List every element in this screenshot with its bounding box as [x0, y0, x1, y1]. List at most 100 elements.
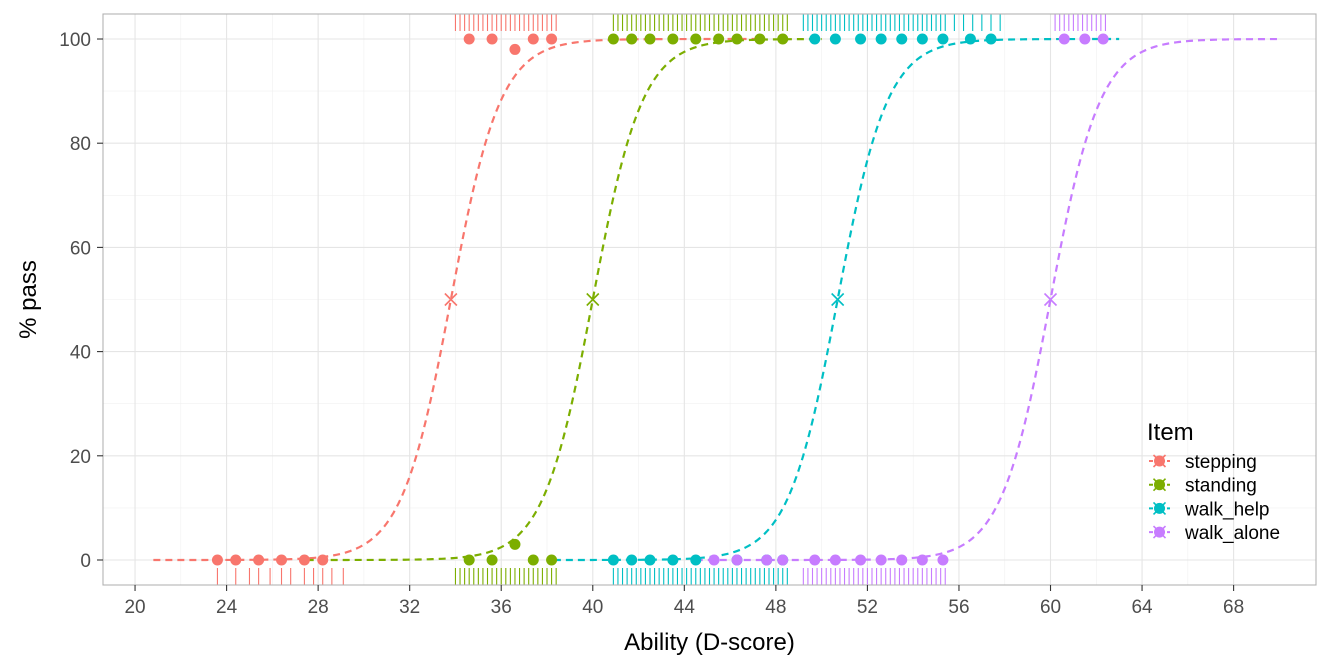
midpoint-stroke: [444, 292, 458, 307]
legend-key-cross: [1152, 454, 1167, 468]
data-point: [777, 554, 789, 566]
data-points: [211, 33, 1109, 566]
data-point: [607, 33, 619, 45]
data-point: [829, 33, 841, 45]
data-point: [855, 554, 867, 566]
y-axis-title: % pass: [15, 260, 42, 339]
data-point: [667, 33, 679, 45]
y-tick-label: 0: [80, 551, 91, 572]
legend-label: stepping: [1185, 452, 1257, 473]
data-point: [916, 554, 928, 566]
data-point: [713, 33, 725, 45]
data-point: [985, 33, 997, 45]
x-axis: 20 24 28 32 36 40 44 48 52 56 60 64 68: [124, 585, 1244, 618]
fitted-curve: [553, 37, 1120, 562]
y-axis: 0 20 40 60 80 100: [59, 30, 103, 572]
x-tick-label: 68: [1223, 597, 1244, 618]
data-point: [486, 33, 498, 45]
data-point: [708, 554, 720, 566]
x-tick-label: 64: [1131, 597, 1153, 618]
data-point: [486, 554, 498, 566]
legend-key-cross: [1152, 501, 1167, 515]
x-axis-title: Ability (D-score): [624, 629, 795, 656]
legend-label: walk_help: [1184, 499, 1270, 520]
data-point: [855, 33, 867, 45]
y-tick-label: 100: [59, 30, 91, 51]
data-point: [896, 33, 908, 45]
data-point: [809, 554, 821, 566]
data-point: [731, 554, 743, 566]
x-tick-label: 52: [857, 597, 878, 618]
midpoint-markers: [444, 292, 1058, 307]
data-point: [626, 554, 638, 566]
data-point: [463, 554, 475, 566]
data-point: [937, 554, 949, 566]
legend-title: Item: [1147, 419, 1194, 446]
data-point: [317, 554, 329, 566]
midpoint-marker: [831, 292, 845, 307]
data-point: [626, 33, 638, 45]
minor-gridlines: [103, 14, 1316, 585]
data-point: [1058, 33, 1070, 45]
data-point: [276, 554, 288, 566]
data-point: [761, 554, 773, 566]
data-point: [875, 554, 887, 566]
data-point: [607, 554, 619, 566]
data-point: [829, 554, 841, 566]
data-point: [253, 554, 265, 566]
data-point: [527, 33, 539, 45]
data-point: [644, 554, 656, 566]
x-tick-label: 56: [948, 597, 969, 618]
legend-label: standing: [1185, 476, 1257, 497]
data-point: [690, 33, 702, 45]
data-point: [754, 33, 766, 45]
legend-item: stepping: [1149, 452, 1257, 473]
legend-key-cross: [1152, 525, 1167, 539]
y-tick-label: 60: [70, 238, 91, 259]
midpoint-stroke: [831, 292, 845, 307]
data-point: [509, 43, 521, 55]
midpoint-marker: [1043, 292, 1058, 307]
data-point: [809, 33, 821, 45]
x-tick-label: 44: [674, 597, 696, 618]
legend-item: standing: [1149, 476, 1257, 497]
data-point: [1079, 33, 1091, 45]
data-point: [964, 33, 976, 45]
data-point: [690, 554, 702, 566]
data-point: [667, 554, 679, 566]
data-point: [546, 33, 558, 45]
data-point: [644, 33, 656, 45]
y-tick-label: 40: [70, 343, 91, 364]
x-tick-label: 28: [308, 597, 329, 618]
y-tick-label: 80: [70, 134, 91, 155]
x-tick-label: 60: [1040, 597, 1061, 618]
x-tick-label: 24: [216, 597, 238, 618]
fitted-curve: [695, 37, 1280, 562]
fitted-curve: [306, 37, 822, 562]
data-point: [509, 538, 521, 550]
legend-item: walk_help: [1149, 499, 1270, 520]
legend-item: walk_alone: [1149, 523, 1280, 544]
data-point: [463, 33, 475, 45]
panel-border: [102, 13, 1317, 586]
data-point: [211, 554, 223, 566]
midpoint-stroke: [1043, 292, 1058, 307]
midpoint-marker: [444, 292, 458, 307]
legend-key-cross: [1152, 478, 1167, 492]
data-point: [1097, 33, 1109, 45]
x-tick-label: 40: [582, 597, 603, 618]
data-point: [527, 554, 539, 566]
data-point: [937, 33, 949, 45]
midpoint-marker: [586, 292, 600, 307]
data-point: [896, 554, 908, 566]
y-tick-label: 20: [70, 447, 91, 468]
data-point: [916, 33, 928, 45]
x-tick-label: 32: [399, 597, 420, 618]
data-point: [875, 33, 887, 45]
x-tick-label: 36: [491, 597, 512, 618]
data-point: [546, 554, 558, 566]
data-point: [777, 33, 789, 45]
